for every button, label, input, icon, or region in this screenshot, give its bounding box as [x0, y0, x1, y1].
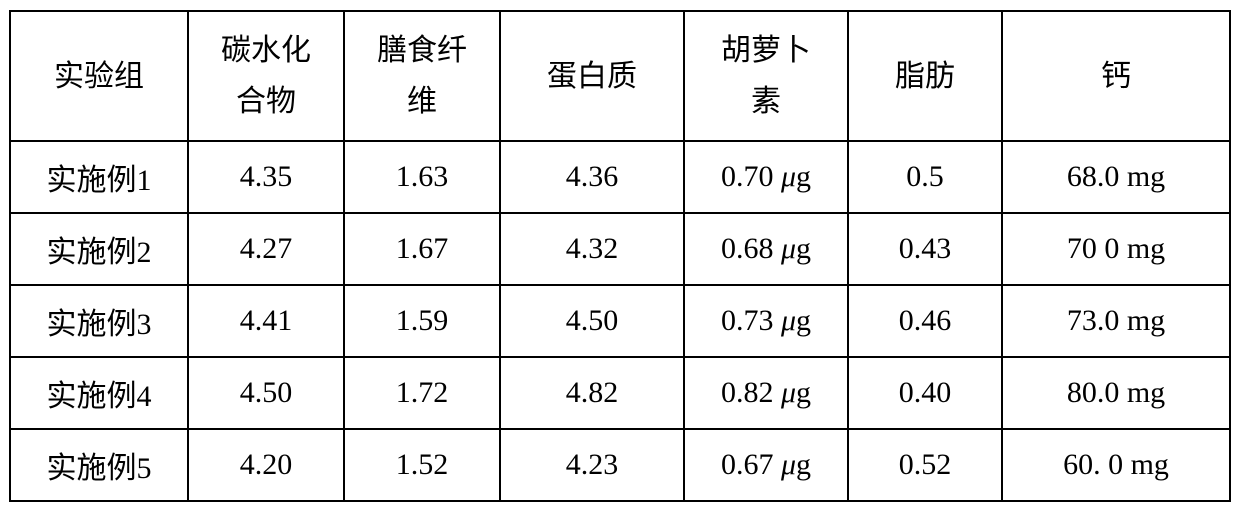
cell-calcium: 60. 0 mg — [1002, 429, 1230, 501]
cell-fiber: 1.52 — [344, 429, 500, 501]
cell-fat: 0.52 — [848, 429, 1002, 501]
table-row: 实施例44.501.724.820.82 μg0.4080.0 mg — [10, 357, 1230, 429]
table-body: 实施例14.351.634.360.70 μg0.568.0 mg实施例24.2… — [10, 141, 1230, 501]
header-label: 胡萝卜素 — [721, 25, 811, 127]
cell-name: 实施例1 — [10, 141, 188, 213]
col-header-carotene: 胡萝卜素 — [684, 11, 848, 141]
cell-carotene: 0.68 μg — [684, 213, 848, 285]
cell-fat: 0.46 — [848, 285, 1002, 357]
cell-fat: 0.43 — [848, 213, 1002, 285]
cell-protein: 4.32 — [500, 213, 684, 285]
col-header-group: 实验组 — [10, 11, 188, 141]
cell-calcium: 70 0 mg — [1002, 213, 1230, 285]
cell-carotene: 0.73 μg — [684, 285, 848, 357]
cell-calcium: 68.0 mg — [1002, 141, 1230, 213]
table-row: 实施例34.411.594.500.73 μg0.4673.0 mg — [10, 285, 1230, 357]
cell-carotene: 0.70 μg — [684, 141, 848, 213]
nutrition-table: 实验组 碳水化合物 膳食纤维 蛋白质 胡萝卜素 脂肪 钙 实施例14.351.6… — [9, 10, 1231, 502]
table-row: 实施例54.201.524.230.67 μg0.5260. 0 mg — [10, 429, 1230, 501]
cell-protein: 4.50 — [500, 285, 684, 357]
header-label: 膳食纤维 — [377, 25, 467, 127]
header-label: 实验组 — [54, 51, 144, 102]
header-label: 脂肪 — [895, 51, 955, 102]
col-header-fat: 脂肪 — [848, 11, 1002, 141]
cell-protein: 4.23 — [500, 429, 684, 501]
cell-name: 实施例3 — [10, 285, 188, 357]
cell-protein: 4.82 — [500, 357, 684, 429]
cell-name: 实施例4 — [10, 357, 188, 429]
col-header-calcium: 钙 — [1002, 11, 1230, 141]
cell-fat: 0.5 — [848, 141, 1002, 213]
cell-fiber: 1.63 — [344, 141, 500, 213]
cell-name: 实施例5 — [10, 429, 188, 501]
col-header-fiber: 膳食纤维 — [344, 11, 500, 141]
cell-carb: 4.50 — [188, 357, 344, 429]
cell-carb: 4.35 — [188, 141, 344, 213]
cell-carb: 4.20 — [188, 429, 344, 501]
table-row: 实施例24.271.674.320.68 μg0.4370 0 mg — [10, 213, 1230, 285]
table-row: 实施例14.351.634.360.70 μg0.568.0 mg — [10, 141, 1230, 213]
cell-fiber: 1.67 — [344, 213, 500, 285]
cell-name: 实施例2 — [10, 213, 188, 285]
cell-protein: 4.36 — [500, 141, 684, 213]
cell-fiber: 1.72 — [344, 357, 500, 429]
cell-carb: 4.41 — [188, 285, 344, 357]
cell-fiber: 1.59 — [344, 285, 500, 357]
cell-carb: 4.27 — [188, 213, 344, 285]
header-label: 碳水化合物 — [221, 25, 311, 127]
header-label: 钙 — [1101, 51, 1131, 102]
cell-carotene: 0.82 μg — [684, 357, 848, 429]
table-header-row: 实验组 碳水化合物 膳食纤维 蛋白质 胡萝卜素 脂肪 钙 — [10, 11, 1230, 141]
cell-carotene: 0.67 μg — [684, 429, 848, 501]
col-header-carb: 碳水化合物 — [188, 11, 344, 141]
header-label: 蛋白质 — [547, 51, 637, 102]
cell-fat: 0.40 — [848, 357, 1002, 429]
col-header-protein: 蛋白质 — [500, 11, 684, 141]
cell-calcium: 73.0 mg — [1002, 285, 1230, 357]
cell-calcium: 80.0 mg — [1002, 357, 1230, 429]
